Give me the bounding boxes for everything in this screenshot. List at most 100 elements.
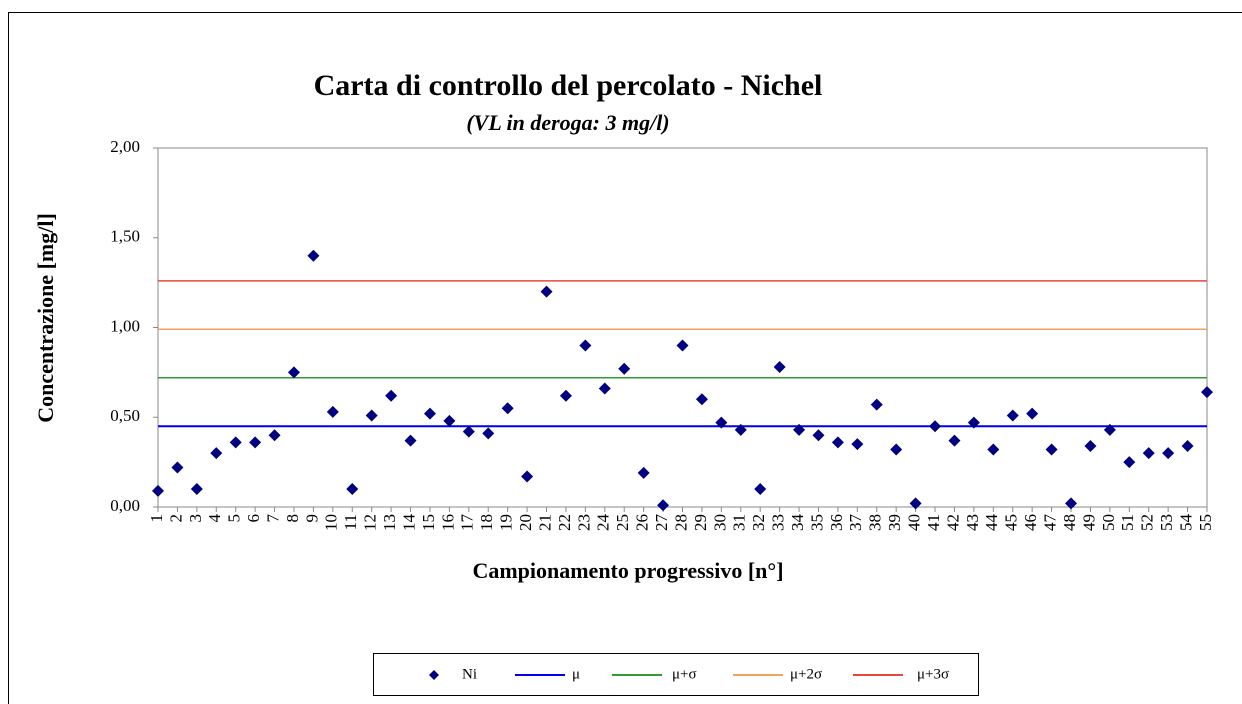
x-tick-label: 27 bbox=[652, 514, 671, 532]
data-point bbox=[229, 436, 242, 449]
x-tick-label: 25 bbox=[613, 514, 632, 531]
data-point bbox=[287, 366, 300, 379]
x-tick-label: 54 bbox=[1176, 514, 1195, 532]
x-tick-label: 44 bbox=[982, 514, 1001, 532]
data-point bbox=[1006, 409, 1019, 422]
x-tick-label: 17 bbox=[458, 514, 477, 532]
y-tick-label: 1,50 bbox=[110, 227, 140, 246]
x-tick-label: 33 bbox=[769, 514, 788, 531]
data-point bbox=[618, 362, 631, 375]
data-point bbox=[326, 405, 339, 418]
chart-border bbox=[8, 12, 1242, 704]
data-point bbox=[637, 466, 650, 479]
data-point bbox=[404, 434, 417, 447]
x-tick-label: 16 bbox=[438, 514, 457, 531]
x-tick-label: 12 bbox=[361, 514, 380, 531]
data-point bbox=[579, 339, 592, 352]
data-point bbox=[715, 416, 728, 429]
x-tick-label: 18 bbox=[477, 514, 496, 531]
x-tick-label: 13 bbox=[380, 514, 399, 531]
x-tick-label: 42 bbox=[943, 514, 962, 531]
data-point bbox=[773, 360, 786, 373]
chart-subtitle: (VL in deroga: 3 mg/l) bbox=[466, 110, 669, 135]
x-tick-label: 3 bbox=[186, 514, 205, 523]
legend-label: Ni bbox=[462, 666, 477, 682]
x-tick-label: 14 bbox=[399, 514, 418, 532]
x-tick-label: 10 bbox=[322, 514, 341, 531]
x-tick-label: 40 bbox=[905, 514, 924, 531]
x-tick-label: 47 bbox=[1040, 514, 1059, 532]
data-point bbox=[1162, 447, 1175, 460]
data-point bbox=[831, 436, 844, 449]
data-point bbox=[1026, 407, 1039, 420]
data-point bbox=[462, 425, 475, 438]
x-tick-label: 53 bbox=[1157, 514, 1176, 531]
x-tick-label: 48 bbox=[1060, 514, 1079, 531]
data-point bbox=[1084, 439, 1097, 452]
x-tick-label: 39 bbox=[885, 514, 904, 531]
x-tick-label: 43 bbox=[963, 514, 982, 531]
data-point bbox=[1045, 443, 1058, 456]
data-point bbox=[190, 483, 203, 496]
data-point bbox=[559, 389, 572, 402]
data-point bbox=[423, 407, 436, 420]
data-point bbox=[210, 447, 223, 460]
x-tick-label: 37 bbox=[846, 514, 865, 532]
data-point bbox=[307, 249, 320, 262]
x-tick-label: 29 bbox=[691, 514, 710, 531]
chart-title: Carta di controllo del percolato - Niche… bbox=[314, 69, 823, 102]
data-point bbox=[1065, 497, 1078, 510]
x-tick-label: 28 bbox=[671, 514, 690, 531]
x-tick-label: 51 bbox=[1118, 514, 1137, 531]
x-tick-label: 50 bbox=[1099, 514, 1118, 531]
x-tick-label: 30 bbox=[710, 514, 729, 531]
data-point bbox=[171, 461, 184, 474]
data-point bbox=[793, 423, 806, 436]
data-point bbox=[1123, 456, 1136, 469]
legend-label: μ bbox=[572, 666, 580, 682]
legend-label: μ+3σ bbox=[917, 666, 949, 682]
x-tick-label: 23 bbox=[574, 514, 593, 531]
data-point bbox=[482, 427, 495, 440]
data-point bbox=[249, 436, 262, 449]
x-tick-label: 24 bbox=[594, 514, 613, 532]
x-tick-label: 52 bbox=[1138, 514, 1157, 531]
x-tick-label: 5 bbox=[225, 514, 244, 523]
y-tick-label: 0,50 bbox=[110, 406, 140, 425]
data-point bbox=[598, 382, 611, 395]
legend-label: μ+σ bbox=[672, 666, 697, 682]
y-tick-label: 0,00 bbox=[110, 496, 140, 515]
data-point bbox=[890, 443, 903, 456]
data-point bbox=[385, 389, 398, 402]
data-point bbox=[521, 470, 534, 483]
x-tick-label: 36 bbox=[827, 514, 846, 531]
x-tick-label: 7 bbox=[263, 514, 282, 523]
x-tick-label: 1 bbox=[147, 514, 166, 523]
data-point bbox=[948, 434, 961, 447]
data-point bbox=[754, 483, 767, 496]
data-point bbox=[870, 398, 883, 411]
x-tick-label: 31 bbox=[730, 514, 749, 531]
data-point bbox=[1181, 439, 1194, 452]
data-point bbox=[1142, 447, 1155, 460]
data-point bbox=[695, 393, 708, 406]
x-tick-label: 19 bbox=[497, 514, 516, 531]
x-tick-label: 21 bbox=[535, 514, 554, 531]
x-tick-label: 9 bbox=[302, 514, 321, 523]
data-point bbox=[851, 438, 864, 451]
x-tick-label: 22 bbox=[555, 514, 574, 531]
data-point bbox=[1201, 386, 1213, 399]
data-point bbox=[540, 285, 553, 298]
x-tick-label: 8 bbox=[283, 514, 302, 523]
x-tick-label: 49 bbox=[1079, 514, 1098, 531]
legend-marker bbox=[429, 670, 439, 680]
x-tick-label: 32 bbox=[749, 514, 768, 531]
data-point bbox=[812, 429, 825, 442]
x-tick-label: 46 bbox=[1021, 514, 1040, 531]
data-point bbox=[268, 429, 281, 442]
data-point bbox=[967, 416, 980, 429]
data-point bbox=[676, 339, 689, 352]
x-tick-label: 6 bbox=[244, 514, 263, 523]
data-point bbox=[1103, 423, 1116, 436]
